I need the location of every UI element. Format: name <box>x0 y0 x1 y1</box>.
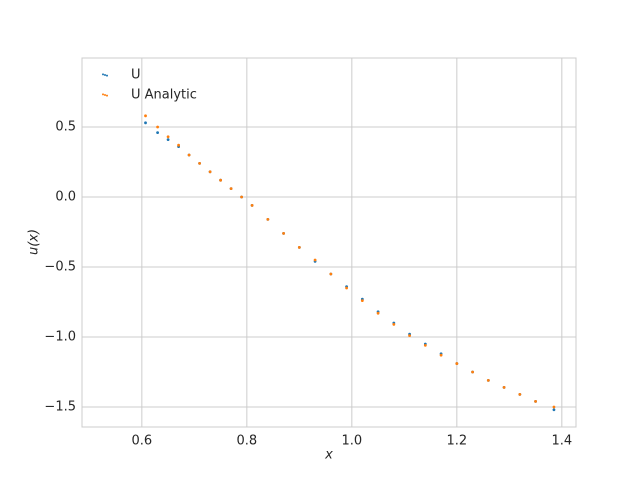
x-axis-label: x <box>324 448 333 463</box>
data-point <box>240 195 243 199</box>
data-point <box>552 405 556 409</box>
data-point <box>166 135 170 139</box>
data-point <box>518 392 522 396</box>
data-point <box>219 178 222 182</box>
legend-marker <box>102 93 104 96</box>
data-point <box>439 353 443 357</box>
data-point <box>408 334 411 337</box>
data-point <box>156 125 159 129</box>
data-point <box>166 138 170 142</box>
y-axis-label: u(x) <box>27 229 42 255</box>
data-point <box>471 370 474 374</box>
legend-marker <box>106 74 108 77</box>
data-point <box>144 114 147 118</box>
y-tick-label: 0.5 <box>55 120 76 135</box>
x-tick-label: 1.0 <box>341 434 362 449</box>
data-point <box>345 286 348 290</box>
x-tick-label: 1.2 <box>446 434 467 449</box>
data-point <box>376 311 380 315</box>
data-point <box>313 258 317 262</box>
data-point <box>187 153 191 157</box>
data-point <box>282 232 285 235</box>
data-point <box>423 343 427 347</box>
plot-area <box>81 57 577 428</box>
legend-marker <box>106 94 108 97</box>
legend-marker <box>102 73 104 76</box>
data-point <box>392 322 396 326</box>
y-tick-label: −1.0 <box>44 329 76 344</box>
legend-label: U <box>131 68 141 83</box>
data-point <box>360 299 364 302</box>
legend-label: U Analytic <box>131 88 197 103</box>
data-point <box>208 170 212 174</box>
legend-marker <box>104 94 106 96</box>
data-point <box>144 121 147 125</box>
data-point <box>156 131 159 135</box>
x-tick-label: 0.6 <box>132 434 153 449</box>
data-point <box>455 362 459 365</box>
x-tick-label: 1.4 <box>551 434 572 449</box>
y-tick-label: −1.5 <box>44 399 76 414</box>
data-point <box>266 218 270 221</box>
data-point <box>486 378 490 382</box>
data-point <box>198 162 201 165</box>
y-tick-label: 0.0 <box>55 190 76 205</box>
data-point <box>229 187 233 191</box>
legend-marker <box>104 74 106 76</box>
data-point <box>177 143 180 147</box>
y-tick-label: −0.5 <box>44 259 76 274</box>
data-point <box>329 272 333 276</box>
data-point <box>250 204 254 207</box>
x-tick-label: 0.8 <box>236 434 257 449</box>
data-point <box>502 385 506 389</box>
data-point <box>534 399 537 403</box>
data-point <box>552 408 556 412</box>
data-point <box>297 245 301 249</box>
